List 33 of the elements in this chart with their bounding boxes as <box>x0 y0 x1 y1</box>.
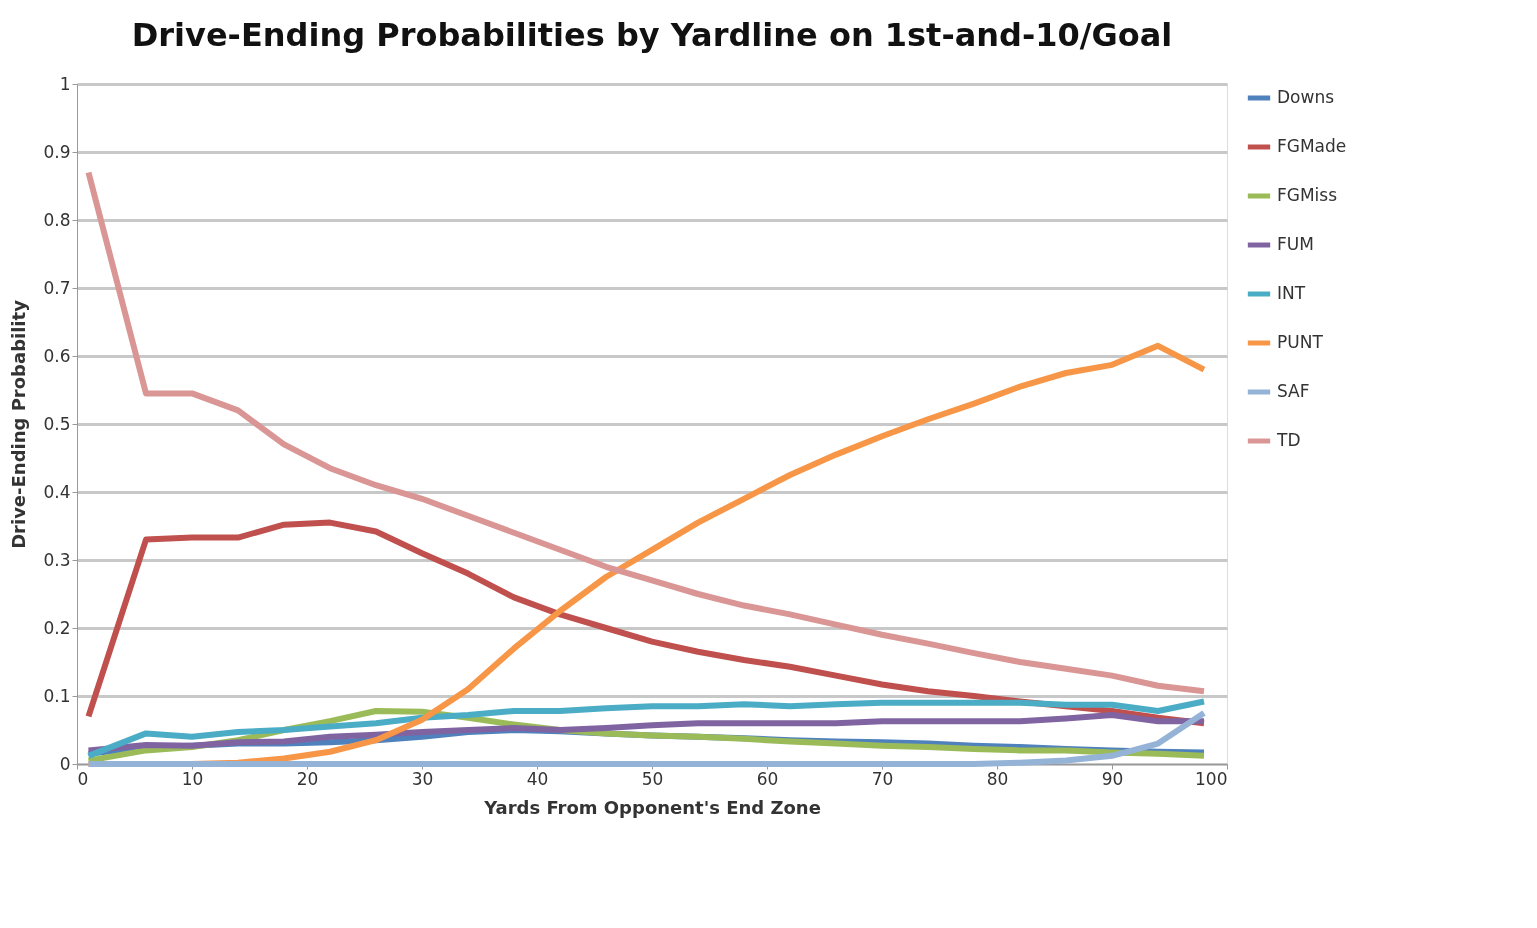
x-tick-label: 0 <box>77 768 89 789</box>
y-tick-label: 0.7 <box>43 277 71 298</box>
x-tick-label: 30 <box>411 768 434 789</box>
y-tick-label: 0.5 <box>43 413 71 434</box>
x-tick-label: 20 <box>296 768 319 789</box>
legend-label: INT <box>1277 283 1306 303</box>
legend-label: Downs <box>1277 87 1335 107</box>
x-tick-label: 50 <box>641 768 664 789</box>
x-tick-label: 90 <box>1101 768 1124 789</box>
y-tick-label: 0.9 <box>43 141 71 162</box>
legend-label: TD <box>1276 430 1301 450</box>
legend-label: FUM <box>1277 234 1314 254</box>
y-tick-label: 0 <box>59 753 71 774</box>
y-tick-label: 0.4 <box>43 481 71 502</box>
legend-label: SAF <box>1277 381 1310 401</box>
chart-title: Drive-Ending Probabilities by Yardline on 1st-and-10/Goal <box>131 16 1173 54</box>
legend-label: FGMade <box>1277 136 1347 156</box>
x-axis-title: Yards From Opponent's End Zone <box>483 796 821 818</box>
x-tick-label: 80 <box>986 768 1009 789</box>
x-tick-label: 60 <box>756 768 779 789</box>
y-tick-label: 0.6 <box>43 345 71 366</box>
y-tick-label: 0.8 <box>43 209 71 230</box>
x-tick-label: 10 <box>181 768 204 789</box>
y-tick-label: 0.2 <box>43 617 71 638</box>
legend-label: PUNT <box>1277 332 1324 352</box>
y-tick-label: 0.3 <box>43 549 71 570</box>
y-tick-label: 0.1 <box>43 685 71 706</box>
x-tick-label: 100 <box>1195 768 1228 789</box>
legend-label: FGMiss <box>1277 185 1338 205</box>
x-tick-label: 70 <box>871 768 894 789</box>
x-tick-label: 40 <box>526 768 549 789</box>
y-tick-label: 1 <box>59 73 71 94</box>
y-axis-title: Drive-Ending Probability <box>8 299 30 549</box>
